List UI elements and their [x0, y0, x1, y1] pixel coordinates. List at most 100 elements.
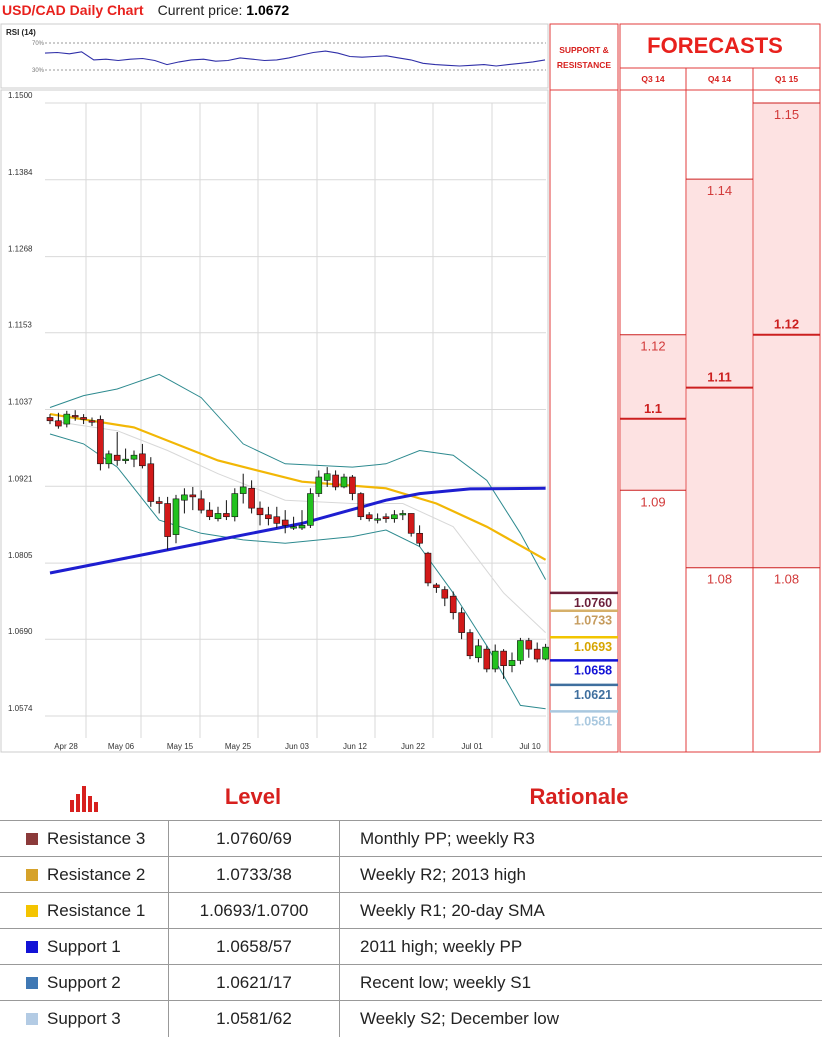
- forecast-column: Q3 14 1.12 1.1 1.09: [620, 74, 686, 509]
- candle: [307, 488, 314, 528]
- sr-level: 1.0693: [550, 635, 618, 654]
- table-row: Resistance 3 1.0760/69 Monthly PP; weekly …: [0, 820, 822, 857]
- level-value: 1.0733/38: [216, 865, 292, 884]
- candle: [424, 551, 432, 587]
- level-color-swatch: [26, 869, 38, 881]
- level-value: 1.0693/1.0700: [199, 901, 309, 920]
- candle: [88, 417, 96, 427]
- sr-level-label: 1.0658: [574, 663, 612, 677]
- sr-title-line1: SUPPORT &: [559, 45, 609, 55]
- level-value-cell: 1.0733/38: [168, 857, 339, 893]
- candle: [399, 510, 407, 521]
- rationale-cell: Weekly S2; December low: [339, 1001, 819, 1037]
- candle: [475, 639, 482, 663]
- x-tick-label: Jun 12: [343, 742, 368, 751]
- level-value-cell: 1.0693/1.0700: [168, 893, 339, 929]
- chart-title: USD/CAD Daily Chart: [2, 2, 144, 18]
- forecast-value: 1.08: [707, 572, 732, 587]
- candle: [46, 414, 54, 425]
- table-header-row: Level Rationale: [0, 774, 822, 820]
- candle: [357, 492, 365, 521]
- rsi-label: RSI (14): [6, 28, 36, 37]
- level-value-cell: 1.0581/62: [168, 1001, 339, 1037]
- candle: [248, 480, 255, 514]
- level-value-cell: 1.0658/57: [168, 929, 339, 965]
- table-row: Resistance 2 1.0733/38 Weekly R2; 2013 hig…: [0, 856, 822, 893]
- forecast-value: 1.11: [707, 370, 732, 385]
- y-tick-label: 1.0921: [8, 474, 33, 483]
- sr-level-label: 1.0621: [574, 688, 612, 702]
- table-row: Resistance 1 1.0693/1.0700 Weekly R1; 20-d…: [0, 892, 822, 929]
- sr-level-label: 1.0581: [574, 714, 612, 728]
- candle: [416, 525, 423, 547]
- candle: [147, 457, 155, 507]
- candle: [441, 586, 449, 607]
- table-row: Support 3 1.0581/62 Weekly S2; December lo…: [0, 1000, 822, 1037]
- candle: [365, 512, 373, 522]
- rationale-cell: Weekly R2; 2013 high: [339, 857, 819, 893]
- y-tick-label: 1.1500: [8, 91, 33, 100]
- y-tick-label: 1.0574: [8, 704, 33, 713]
- level-header: Level: [224, 784, 282, 809]
- candle: [391, 510, 398, 523]
- plot-frame: [0, 89, 549, 753]
- x-tick-label: Apr 28: [54, 742, 78, 751]
- forecast-range: [687, 179, 752, 568]
- y-tick-label: 1.1037: [8, 398, 33, 407]
- candle: [139, 443, 146, 469]
- forecast-value: 1.1: [644, 401, 662, 416]
- sma-blue-line: [49, 486, 546, 575]
- y-tick-label: 1.1268: [8, 245, 33, 254]
- candle: [533, 642, 541, 663]
- x-tick-label: May 06: [108, 742, 135, 751]
- candle: [483, 645, 491, 673]
- candle: [206, 502, 213, 521]
- level-color-swatch: [26, 941, 38, 953]
- level-name: Resistance 1: [47, 901, 146, 920]
- usdcad-chart: RSI (14) 70% 30% 1.1500 1.1384 1.1268 1.115…: [0, 23, 821, 753]
- level-name: Resistance 3: [47, 829, 146, 848]
- table-row: Support 2 1.0621/17 Recent low; weekly S1: [0, 964, 822, 1001]
- candle: [273, 506, 281, 528]
- rationale-header: Rationale: [529, 784, 629, 809]
- sr-level: 1.0733: [550, 609, 618, 628]
- level-name: Support 2: [47, 973, 121, 992]
- candle: [315, 470, 323, 497]
- rsi-level-30: 30%: [32, 68, 45, 74]
- rationale-text: Weekly R1; 20-day SMA: [360, 901, 545, 920]
- candle: [214, 506, 222, 522]
- forecast-quarter-label: Q3 14: [641, 74, 664, 84]
- rationale-cell: 2011 high; weekly PP: [339, 929, 819, 965]
- price-panel: 1.1500 1.1384 1.1268 1.1153 1.1037 1.0921 1.08…: [0, 89, 551, 753]
- rationale-cell: Recent low; weekly S1: [339, 965, 819, 1001]
- candle: [55, 412, 62, 429]
- forecasts-title: FORECASTS: [647, 33, 783, 58]
- candle: [374, 513, 381, 524]
- rsi-frame: [0, 23, 549, 89]
- forecast-value: 1.12: [640, 339, 665, 354]
- candle: [105, 450, 113, 469]
- y-tick-label: 1.1153: [8, 321, 32, 330]
- level-value: 1.0760/69: [216, 829, 292, 848]
- candle: [491, 644, 499, 673]
- y-tick-label: 1.1384: [8, 168, 33, 177]
- bollinger-upper: [49, 373, 547, 580]
- level-name: Support 1: [47, 937, 121, 956]
- forecast-quarter-label: Q4 14: [708, 74, 731, 84]
- y-tick-label: 1.0690: [8, 627, 33, 636]
- forecast-value: 1.14: [707, 183, 732, 198]
- candle: [130, 450, 138, 468]
- level-name-cell: Resistance 1: [26, 893, 166, 929]
- candle: [340, 473, 348, 489]
- bollinger-middle: [49, 420, 546, 633]
- candle: [508, 652, 516, 673]
- forecast-value: 1.08: [774, 572, 799, 587]
- candle: [231, 488, 239, 522]
- level-value: 1.0581/62: [216, 1009, 292, 1028]
- level-name-cell: Resistance 2: [26, 857, 166, 893]
- sr-panel: SUPPORT & RESISTANCE 1.0760 1.0733 1.0693 1…: [549, 23, 619, 753]
- candle: [113, 432, 121, 466]
- sr-level: 1.0760: [550, 591, 618, 610]
- candle: [323, 467, 331, 487]
- forecast-value: 1.12: [774, 317, 799, 332]
